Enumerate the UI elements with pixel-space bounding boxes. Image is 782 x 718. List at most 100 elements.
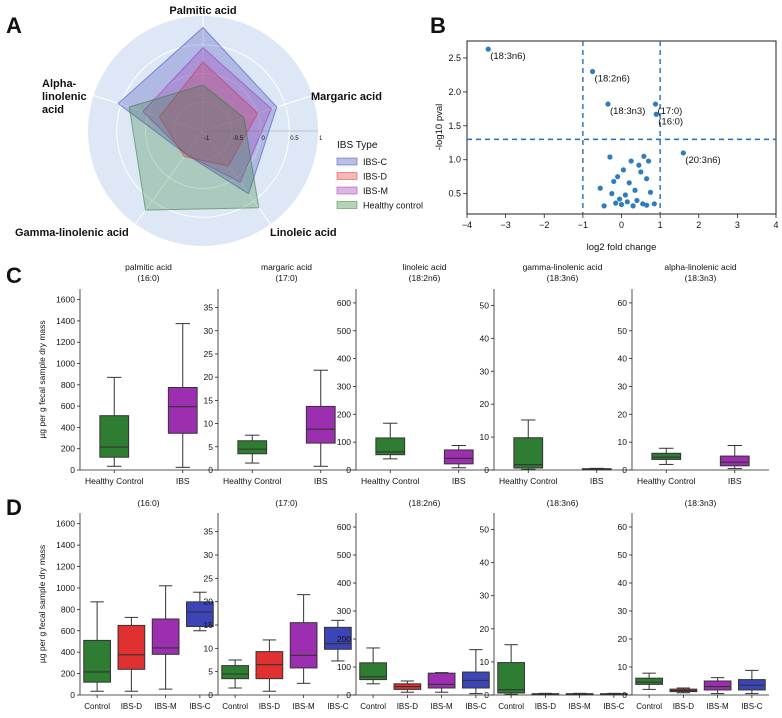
- x-tick-label: −2: [539, 220, 549, 230]
- radar-ring-label: 0: [262, 136, 266, 142]
- boxplot-d1: 02004006008001000120014001600(16:0)Contr…: [56, 498, 217, 711]
- box-ibs_d: [255, 639, 284, 692]
- x-tick-label: 0: [619, 220, 624, 230]
- box-iqr: [703, 680, 732, 691]
- box-control: [635, 672, 663, 690]
- box-iqr: [427, 672, 456, 689]
- x-tick-label: IBS-D: [121, 702, 143, 711]
- panel-title: margaric acid: [261, 262, 312, 272]
- y-tick-label: 50: [480, 525, 490, 535]
- box-ibs_m: [581, 467, 612, 471]
- y-tick-label: 800: [61, 380, 75, 390]
- volcano-point-labeled: [485, 46, 491, 52]
- panel-title: (18:2n6): [409, 498, 441, 508]
- y-tick-label: 800: [61, 604, 75, 614]
- y-tick-label: 300: [337, 606, 351, 616]
- volcano-point: [618, 201, 625, 208]
- box-iqr: [497, 662, 525, 694]
- box-ibs_d: [531, 692, 560, 696]
- panel-subtitle: (18:3n6): [547, 273, 579, 283]
- box-ibs_m: [289, 594, 318, 684]
- y-tick-label: 400: [337, 354, 351, 364]
- volcano-point-labeled: [652, 101, 659, 107]
- radar-axis-label: Margaric acid: [311, 91, 382, 103]
- y-tick-label: 10: [618, 437, 628, 447]
- y-tick-label: 0.5: [448, 189, 461, 199]
- box-ibs_d: [117, 616, 146, 692]
- radar-series-ibs_m: [142, 46, 273, 183]
- box-control: [237, 434, 268, 464]
- box-ibs_c: [186, 591, 214, 632]
- y-tick-label: 15: [204, 620, 214, 630]
- y-tick-label: 1400: [56, 316, 75, 326]
- y-tick-label: 30: [204, 326, 214, 336]
- panel-subtitle: (16:0): [137, 273, 159, 283]
- y-tick-label: 600: [337, 522, 351, 532]
- box-control: [513, 419, 544, 470]
- volcano-point-labeled: [589, 68, 596, 75]
- volcano-point: [644, 176, 650, 182]
- volcano-point: [647, 189, 654, 195]
- x-tick-label: −1: [578, 220, 588, 230]
- x-tick-label: −3: [500, 220, 510, 230]
- panel-title: alpha-linolenic acid: [664, 262, 737, 272]
- y-tick-label: 200: [61, 669, 75, 679]
- box-iqr: [651, 452, 682, 460]
- x-tick-label: IBS-C: [327, 702, 349, 711]
- box-iqr: [99, 415, 130, 458]
- y-tick-label: 1000: [56, 359, 75, 369]
- box-control: [497, 644, 525, 695]
- volcano-point-label: (18:3n6): [490, 51, 525, 62]
- y-tick-label: 400: [61, 647, 75, 657]
- y-tick-label: 2.5: [448, 53, 461, 63]
- volcano-point: [626, 180, 632, 186]
- box-iqr: [719, 455, 750, 467]
- y-tick-label: 0: [70, 690, 75, 700]
- radar-spoke: [135, 130, 204, 225]
- x-tick-label: IBS-M: [155, 702, 178, 711]
- box-iqr: [289, 622, 318, 669]
- y-tick-label: 0: [622, 690, 627, 700]
- box-iqr: [375, 437, 406, 456]
- box-control: [99, 376, 130, 467]
- box-control: [651, 447, 682, 465]
- radar-ring-label: 0.5: [290, 136, 299, 142]
- y-tick-label: 60: [618, 298, 628, 308]
- box-iqr: [221, 665, 249, 680]
- y-tick-label: 25: [204, 573, 214, 583]
- box-ibs_m: [443, 444, 474, 469]
- y-tick-label: 35: [204, 527, 214, 537]
- y-tick-label: 20: [618, 634, 628, 644]
- box-ibs_c: [324, 619, 352, 662]
- panel-title: (17:0): [275, 498, 297, 508]
- x-tick-label: IBS-D: [535, 702, 557, 711]
- y-tick-label: 35: [204, 303, 214, 313]
- x-tick-label: IBS-M: [569, 702, 592, 711]
- volcano-point: [636, 162, 642, 168]
- y-tick-label: 600: [61, 401, 75, 411]
- volcano-point: [616, 196, 623, 202]
- legend-swatch-ibs_m: [336, 186, 358, 195]
- y-tick-label: 300: [337, 381, 351, 391]
- radar-spoke: [202, 130, 271, 225]
- volcano-ylabel: -log10 pval: [434, 104, 445, 150]
- volcano-point: [611, 178, 617, 185]
- y-tick-label: 40: [618, 354, 628, 364]
- box-ibs_m: [427, 672, 456, 693]
- volcano-point: [634, 197, 640, 204]
- x-tick-label: IBS-C: [189, 702, 211, 711]
- y-tick-label: 20: [204, 597, 214, 607]
- x-tick-label: Healthy Control: [499, 476, 558, 486]
- panel-subtitle: (18:2n6): [409, 273, 441, 283]
- boxplot-d4: 0 10 20 30 40 50 (18:3n6) Control IBS-D IBS-M IBS-…: [480, 498, 631, 711]
- volcano-point: [644, 202, 650, 208]
- box-ibs_d: [669, 687, 698, 694]
- panel-label-a: A: [6, 13, 22, 38]
- y-axis-label: µg per g fecal sample dry mass: [37, 320, 47, 438]
- y-tick-label: 20: [480, 399, 490, 409]
- y-tick-label: 50: [618, 550, 628, 560]
- y-tick-label: 60: [618, 522, 628, 532]
- box-iqr: [237, 440, 268, 455]
